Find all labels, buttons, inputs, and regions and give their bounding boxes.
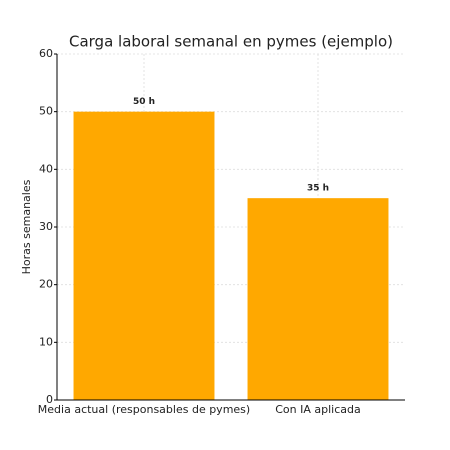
value-label: 35 h bbox=[307, 184, 329, 194]
value-label: 50 h bbox=[133, 97, 155, 107]
bar bbox=[73, 111, 215, 401]
y-axis-label: Horas semanales bbox=[20, 179, 33, 274]
y-tick-label: 0 bbox=[46, 393, 53, 406]
y-tick-label: 30 bbox=[39, 220, 53, 233]
chart-title: Carga laboral semanal en pymes (ejemplo) bbox=[69, 33, 393, 51]
y-tick-label: 60 bbox=[39, 47, 53, 60]
y-tick-label: 40 bbox=[39, 162, 53, 175]
y-tick-label: 10 bbox=[39, 335, 53, 348]
x-tick-label: Con IA aplicada bbox=[275, 403, 361, 416]
bar bbox=[247, 198, 389, 400]
x-tick-label: Media actual (responsables de pymes) bbox=[38, 403, 250, 416]
y-tick-label: 50 bbox=[39, 105, 53, 118]
y-tick-label: 20 bbox=[39, 278, 53, 291]
